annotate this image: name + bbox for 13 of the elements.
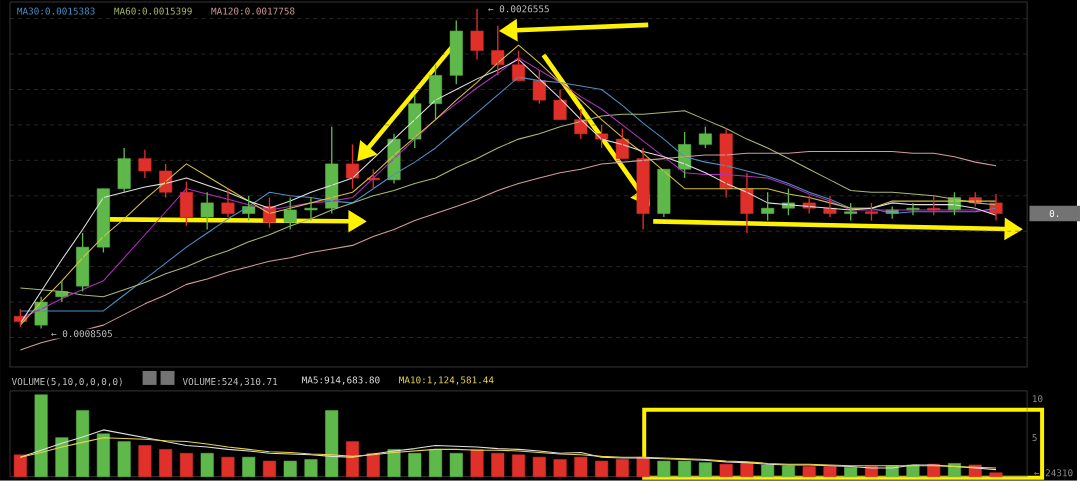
text: 0. [1049, 210, 1059, 218]
text: VOLUME:524,310.71 [182, 378, 278, 387]
text: MA5:914,683.80 [302, 376, 380, 385]
y-tick-label: 5 [1032, 434, 1037, 442]
y-tick-label: 10 [1032, 395, 1043, 403]
annotation: ← 0.0026555 [488, 5, 549, 13]
text: ← 0.0008505 [51, 330, 112, 338]
chart-title: VOLUME(5,10,0,0,0,0) [11, 377, 122, 387]
text: MA60:0.0015399 [114, 7, 192, 15]
text: MA10:1,124,581.44 [399, 376, 494, 385]
text: MA30:0.0015383 [17, 7, 95, 15]
text: MA120:0.0017758 [211, 7, 295, 15]
text: ← 24310 [1034, 469, 1073, 477]
